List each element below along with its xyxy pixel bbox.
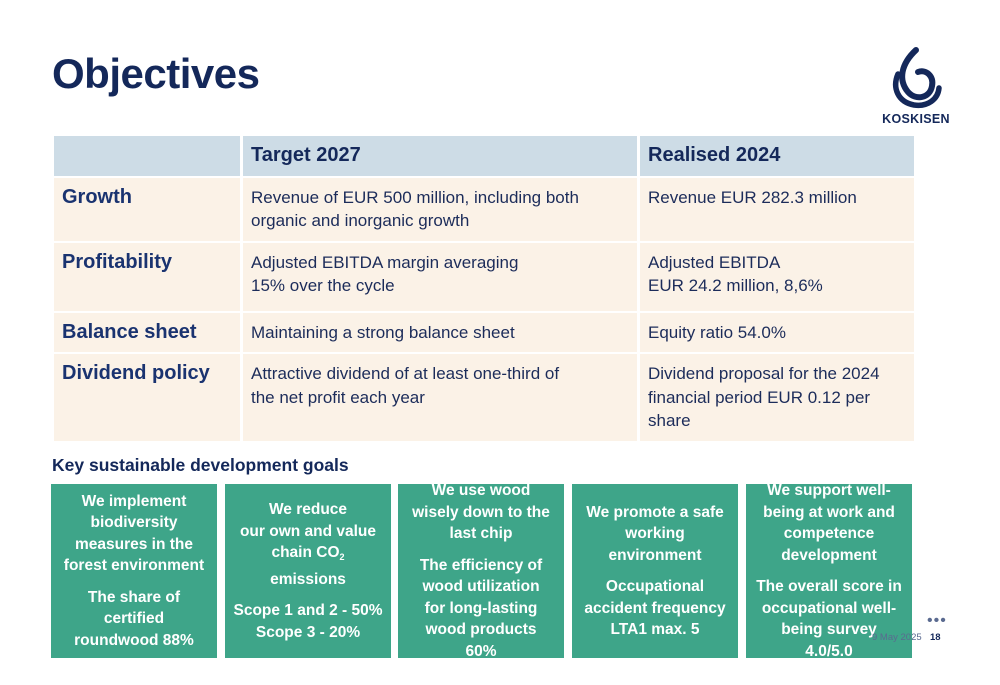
target-cell: Maintaining a strong balance sheet bbox=[243, 312, 637, 353]
page-number: 18 bbox=[930, 632, 941, 643]
goal-heading-line: last chip bbox=[449, 525, 513, 542]
goal-metric-line: roundwood 88% bbox=[74, 631, 194, 649]
goal-metric-line: Scope 1 and 2 - 50% bbox=[233, 602, 383, 619]
cell-line: Dividend proposal for the 2024 bbox=[648, 364, 880, 384]
goal-heading-line: We use wood bbox=[431, 484, 531, 499]
goal-heading-line: competence bbox=[783, 525, 875, 542]
goal-heading-line: wisely down to the bbox=[412, 503, 550, 521]
cell-line: Adjusted EBITDA bbox=[648, 252, 781, 272]
table-row-growth: Growth Revenue of EUR 500 million, inclu… bbox=[54, 178, 914, 241]
goal-heading-line: We promote a safe bbox=[586, 503, 724, 521]
goal-metric: The overall score in occupational well- … bbox=[750, 576, 908, 658]
cell-line: Revenue of EUR 500 million, including bo… bbox=[251, 188, 579, 207]
koskisen-logo-mark-icon bbox=[892, 47, 942, 109]
cell-line: EUR 24.2 million, 8,6% bbox=[648, 276, 823, 296]
goal-metric-line: for long-lasting bbox=[424, 599, 538, 617]
table-header-empty bbox=[54, 136, 240, 176]
goal-heading-line: forest environment bbox=[63, 557, 205, 575]
goal-metric-line: being survey bbox=[781, 621, 877, 638]
table-row-dividend-policy: Dividend policy Attractive dividend of a… bbox=[54, 354, 914, 441]
cell-line: Attractive dividend of at least one-thir… bbox=[251, 364, 560, 384]
goal-metric-line: The overall score in bbox=[756, 578, 902, 595]
goal-metric-line: Scope 3 - 20% bbox=[255, 623, 361, 641]
goal-metric-line: certified bbox=[103, 610, 165, 628]
goal-metric-line: occupational well- bbox=[761, 599, 897, 617]
goal-heading-line: chain CO2 bbox=[229, 542, 387, 569]
cell-line: Adjusted EBITDA margin averaging bbox=[251, 252, 519, 272]
goal-metric: Occupational accident frequency LTA1 max… bbox=[576, 576, 734, 641]
goal-card-safety: We promote a safe working environment Oc… bbox=[572, 484, 738, 658]
co2-subscript: 2 bbox=[339, 552, 345, 562]
goal-card-wood-use: We use wood wisely down to the last chip… bbox=[398, 484, 564, 658]
table-row-profitability: Profitability Adjusted EBITDA margin ave… bbox=[54, 242, 914, 311]
goal-heading-line: being at work and bbox=[763, 503, 895, 521]
brand-name: KOSKISEN bbox=[882, 112, 950, 126]
goal-heading: We implement biodiversity measures in th… bbox=[55, 491, 213, 577]
goal-heading: We support well- being at work and compe… bbox=[750, 484, 908, 566]
goal-heading-line: our own and value bbox=[239, 522, 377, 540]
goals-cards: We implement biodiversity measures in th… bbox=[51, 484, 912, 658]
goal-metric: The share of certified roundwood 88% bbox=[55, 587, 213, 652]
goal-heading-line: environment bbox=[608, 546, 702, 564]
realised-cell: Dividend proposal for the 2024 financial… bbox=[640, 354, 914, 441]
goal-heading-line: measures in the bbox=[74, 535, 194, 553]
row-label: Dividend policy bbox=[54, 354, 240, 441]
goal-heading-line: We support well- bbox=[767, 484, 891, 499]
table-header-row: Target 2027 Realised 2024 bbox=[54, 136, 914, 176]
goal-metric-line: 60% bbox=[465, 642, 497, 659]
table-row-balance-sheet: Balance sheet Maintaining a strong balan… bbox=[54, 312, 914, 353]
goal-heading-line: We reduce bbox=[268, 501, 348, 518]
goal-metric-line: The share of bbox=[87, 588, 181, 606]
goal-metric: Scope 1 and 2 - 50% Scope 3 - 20% bbox=[229, 600, 387, 643]
goal-heading-line: development bbox=[781, 546, 877, 564]
target-cell: Adjusted EBITDA margin averaging 15% ove… bbox=[243, 242, 637, 311]
row-label: Growth bbox=[54, 178, 240, 241]
goal-heading: We promote a safe working environment bbox=[576, 502, 734, 567]
goal-card-biodiversity: We implement biodiversity measures in th… bbox=[51, 484, 217, 658]
realised-cell: Equity ratio 54.0% bbox=[640, 312, 914, 353]
objectives-table: Target 2027 Realised 2024 Growth Revenue… bbox=[51, 134, 917, 443]
goal-heading-line: emissions bbox=[270, 570, 346, 588]
cell-line: the net profit each year bbox=[251, 387, 425, 407]
cell-line: Maintaining a strong balance sheet bbox=[251, 322, 515, 342]
row-label: Balance sheet bbox=[54, 312, 240, 353]
goal-heading-line: working bbox=[625, 525, 685, 542]
goal-metric-line: 4.0/5.0 bbox=[805, 642, 853, 659]
co2-text: chain CO bbox=[271, 544, 340, 561]
goals-section-title: Key sustainable development goals bbox=[52, 455, 349, 475]
goal-heading: We use wood wisely down to the last chip bbox=[402, 484, 560, 545]
row-label: Profitability bbox=[54, 242, 240, 311]
goal-metric-line: wood utilization bbox=[422, 578, 540, 595]
page-title: Objectives bbox=[52, 50, 260, 97]
goal-card-well-being: We support well- being at work and compe… bbox=[746, 484, 912, 658]
goal-heading-line: biodiversity bbox=[90, 514, 178, 532]
goal-metric: The efficiency of wood utilization for l… bbox=[402, 555, 560, 659]
cell-line: Equity ratio 54.0% bbox=[648, 322, 786, 342]
table-header-target: Target 2027 bbox=[243, 136, 637, 176]
realised-cell: Revenue EUR 282.3 million bbox=[640, 178, 914, 241]
target-cell: Revenue of EUR 500 million, including bo… bbox=[243, 178, 637, 241]
goal-heading-line: We implement bbox=[81, 492, 187, 510]
goal-metric-line: The efficiency of bbox=[419, 556, 543, 574]
cell-line: Revenue EUR 282.3 million bbox=[648, 188, 857, 207]
target-cell: Attractive dividend of at least one-thir… bbox=[243, 354, 637, 441]
goal-metric-line: wood products bbox=[425, 621, 537, 638]
goal-metric-line: accident frequency bbox=[584, 599, 726, 617]
cell-line: organic and inorganic growth bbox=[251, 211, 470, 231]
cell-line: financial period EUR 0.12 per bbox=[648, 387, 871, 407]
table-header-realised: Realised 2024 bbox=[640, 136, 914, 176]
realised-cell: Adjusted EBITDA EUR 24.2 million, 8,6% bbox=[640, 242, 914, 311]
cell-line: 15% over the cycle bbox=[251, 276, 395, 296]
more-dots-icon: ••• bbox=[927, 612, 947, 629]
cell-line: share bbox=[648, 411, 691, 431]
goal-heading: We reduce our own and value chain CO2 em… bbox=[229, 499, 387, 590]
goal-metric-line: LTA1 max. 5 bbox=[610, 621, 700, 638]
koskisen-logo: KOSKISEN bbox=[876, 44, 956, 130]
footer-date: 9 May 2025 bbox=[872, 632, 922, 643]
goal-metric-line: Occupational bbox=[605, 578, 705, 595]
goal-card-emissions: We reduce our own and value chain CO2 em… bbox=[225, 484, 391, 658]
